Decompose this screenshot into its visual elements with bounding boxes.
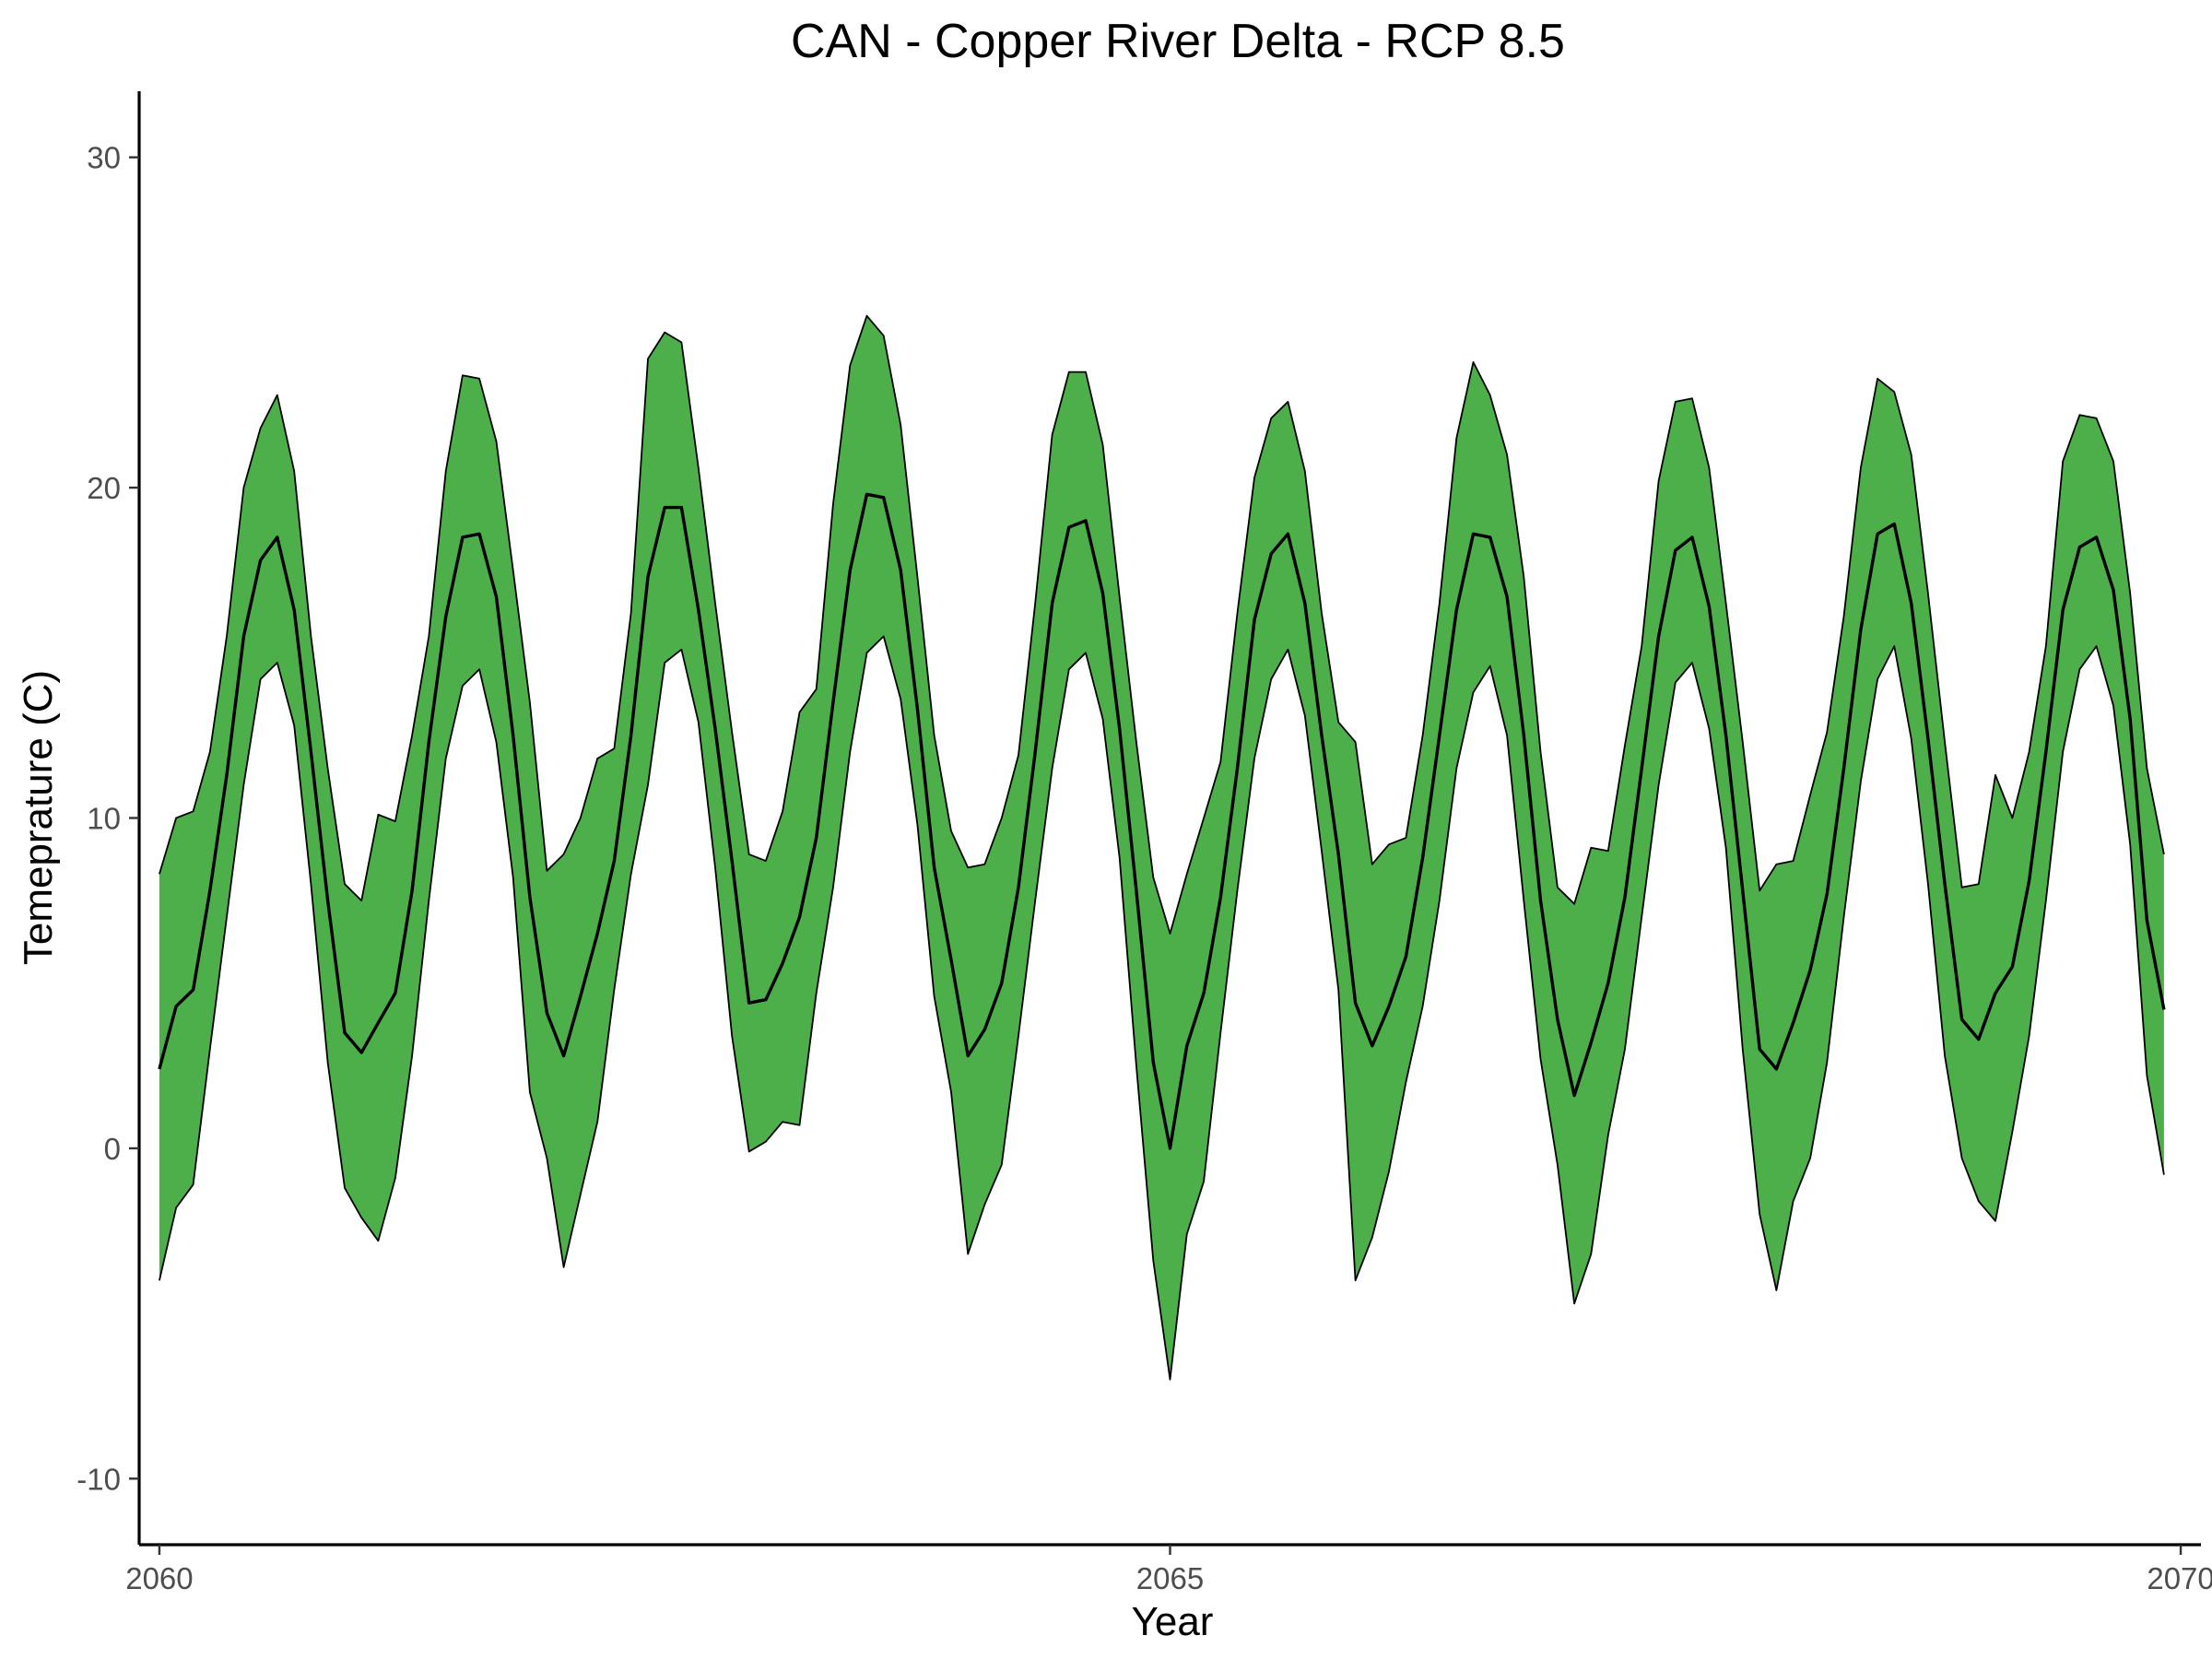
- y-axis-label: Temeprature (C): [16, 670, 61, 965]
- mean-line: [158, 492, 2166, 1150]
- plot-area: [158, 314, 2166, 1381]
- upper-bound-line: [159, 314, 2165, 935]
- y-tick-label: 0: [104, 1132, 121, 1166]
- chart-title: CAN - Copper River Delta - RCP 8.5: [791, 15, 1565, 68]
- ticks: -10 0 10 20 30 2060 2065 2070: [76, 141, 2212, 1595]
- x-tick-label: 2060: [125, 1561, 193, 1595]
- ribbon-band: [159, 315, 2164, 1380]
- x-tick-label: 2070: [2147, 1561, 2212, 1595]
- y-tick-label: 30: [87, 141, 121, 175]
- x-tick-label: 2065: [1136, 1561, 1204, 1595]
- x-axis-label: Year: [1132, 1599, 1214, 1644]
- y-tick-label: 20: [87, 471, 121, 505]
- y-tick-label: 10: [87, 802, 121, 836]
- lower-bound-line: [159, 635, 2165, 1381]
- y-tick-label: -10: [76, 1462, 121, 1496]
